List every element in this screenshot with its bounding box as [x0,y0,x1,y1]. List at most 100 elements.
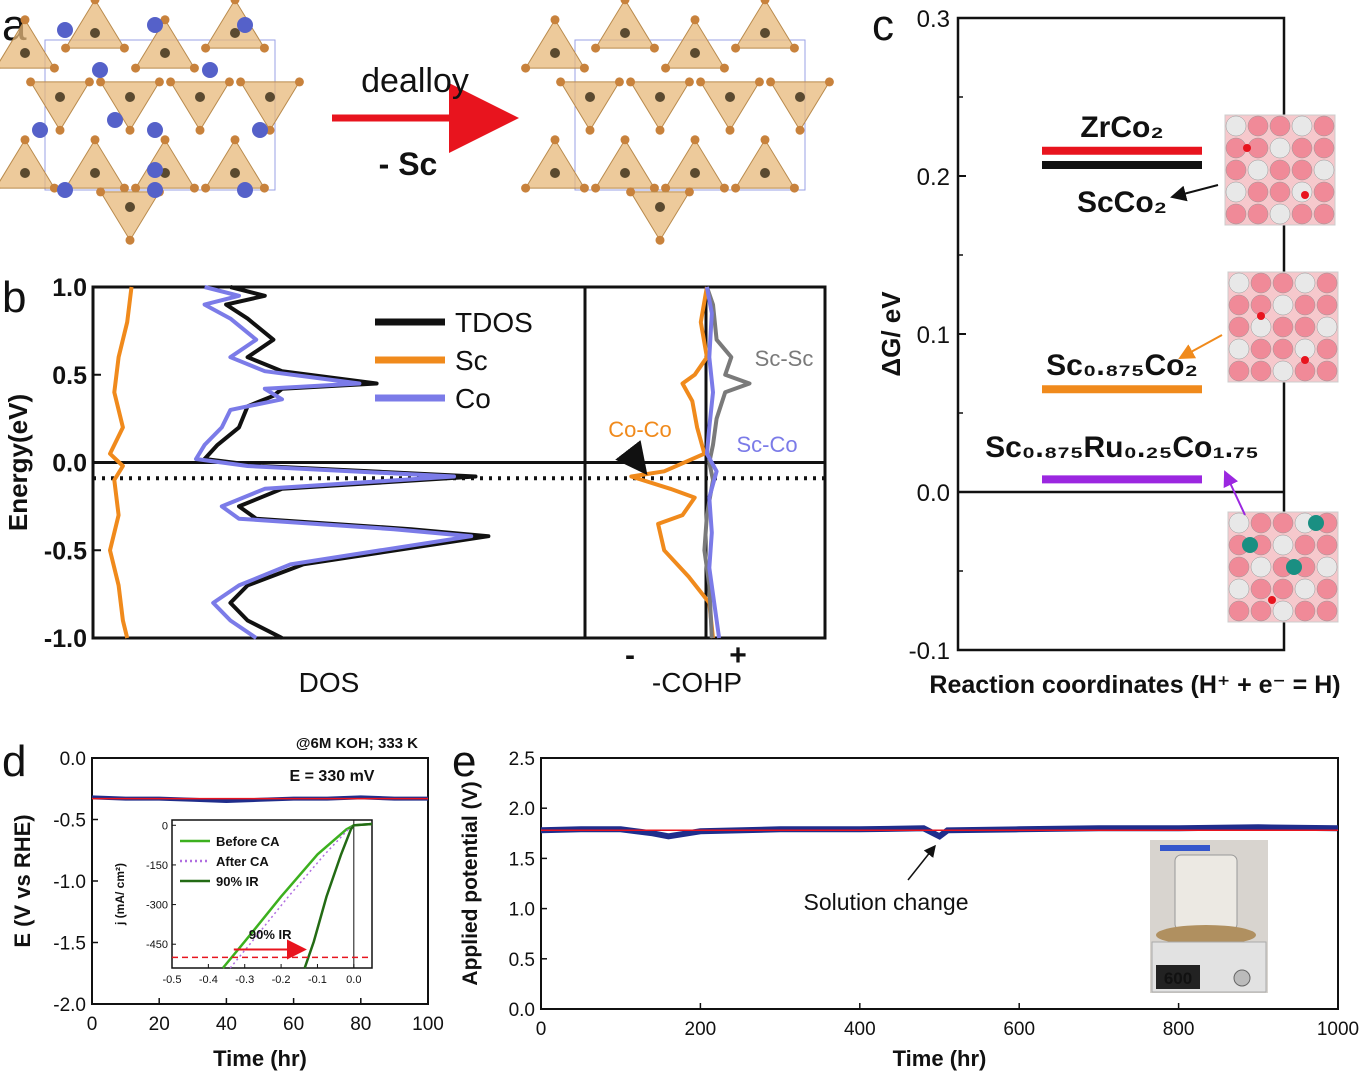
slab-marker-atom [1301,191,1309,199]
slab-atom [1316,578,1338,600]
panel-label-c: c [872,1,894,50]
slab-atom [1228,600,1250,622]
inset-y-tick-label: 0 [162,820,168,832]
vertex-atom [661,63,671,73]
ru-doped-pointer-arrow [1223,470,1246,516]
slab-atom [1313,137,1335,159]
co-atom [655,92,665,102]
slab-atom [1228,294,1250,316]
co-atom [620,28,630,38]
co-atom [230,28,240,38]
vertex-atom [166,77,176,87]
annotation-co-co: Co-Co [608,417,672,442]
y-tick-label: 0.1 [917,322,950,349]
vertex-atom [789,43,799,53]
y-tick-label: -0.5 [44,537,87,565]
vertex-atom [160,135,170,145]
y-tick-label: -1.0 [53,872,86,893]
slab-marker-atom [1308,515,1324,531]
vertex-atom [591,183,601,193]
solution-change-annotation: Solution change [804,889,969,915]
vertex-atom [690,135,700,145]
vertex-atom [585,125,595,135]
tetrahedron [734,0,796,49]
slab-atom [1269,159,1291,181]
y-tick-label: -2.0 [53,995,86,1016]
vertex-atom [259,43,269,53]
slab-atom [1250,272,1272,294]
vertex-atom [556,77,566,87]
panel-label-b: b [2,273,26,322]
vertex-atom [591,43,601,53]
sc-atom [107,112,123,128]
slab-atom [1294,294,1316,316]
slab-atom [1250,556,1272,578]
inset-y-axis-label: j (mA/ cm²) [113,863,127,926]
slab-atom [1291,159,1313,181]
co-atom [230,168,240,178]
vertex-atom [521,183,531,193]
slab-atom [1294,578,1316,600]
inset-x-tick-label: -0.4 [199,974,218,986]
vertex-atom [90,135,100,145]
co-atom [90,28,100,38]
vertex-atom [614,77,624,87]
vertex-atom [754,77,764,87]
slab-atom [1316,272,1338,294]
level-label-3: Sc₀.₈₇₅Ru₀.₂₅Co₁.₇₅ [985,431,1259,464]
vertex-atom [125,125,135,135]
vertex-atom [195,125,205,135]
sc-atom [202,62,218,78]
inset-series-2 [303,822,373,969]
x-axis-label-dos: DOS [299,667,360,698]
vertex-atom [84,77,94,87]
co-atom [125,202,135,212]
level-label-1: ScCo₂ [1077,186,1167,219]
co-atom [725,92,735,102]
x-axis-label: Time (hr) [893,1046,987,1071]
y-tick-label: 0.3 [917,6,950,33]
co-co-arrow [615,440,648,476]
vertex-atom [684,77,694,87]
vertex-atom [620,135,630,145]
y-tick-label: 0.5 [52,362,87,390]
applied-potential-data-line [540,824,1339,840]
photo-display-readout: 600 [1164,969,1192,988]
vertex-atom [90,0,100,5]
slab-atom [1228,360,1250,382]
slab-atom [1313,181,1335,203]
vertex-atom [61,43,71,53]
sc0875co2-pointer-arrow [1178,334,1223,359]
co-atom [550,48,560,58]
y-tick-label: 2.5 [509,749,535,770]
vertex-atom [789,183,799,193]
legend-label: TDOS [455,307,533,338]
level-label-2: Sc₀.₈₇₅Co₂ [1046,349,1198,382]
tetrahedron [734,138,796,189]
co-atom [265,92,275,102]
vertex-atom [579,63,589,73]
cohp-series-sc-co [704,286,722,639]
y-tick-label: 0.5 [509,950,535,971]
co-atom [585,92,595,102]
y-axis-label: ΔG/ eV [876,291,906,377]
annotation-sc-sc: Sc-Sc [755,346,814,371]
inset-y-tick-label: -150 [146,860,168,872]
photo-cable [1160,845,1210,851]
tetrahedron [29,81,91,132]
vertex-atom [690,15,700,25]
x-axis-label: Reaction coordinates (H⁺ + e⁻ = H) [929,671,1340,699]
vertex-atom [201,43,211,53]
inset-legend-label: After CA [216,854,269,869]
slab-marker-atom [1257,312,1265,320]
vertex-atom [655,125,665,135]
vertex-atom [49,183,59,193]
legend-label: Co [455,383,491,414]
panel-e-applied-potential: 0 200 400 600 800 1000 0.0 0.5 1.0 1.5 2.0 2.5 Time … [459,749,1359,1071]
tetrahedron [99,81,161,132]
y-tick-label: 2.0 [509,799,535,820]
tetrahedron [204,0,266,49]
slab-atom [1316,294,1338,316]
x-tick-label: 100 [412,1014,444,1035]
slab-atom [1272,512,1294,534]
